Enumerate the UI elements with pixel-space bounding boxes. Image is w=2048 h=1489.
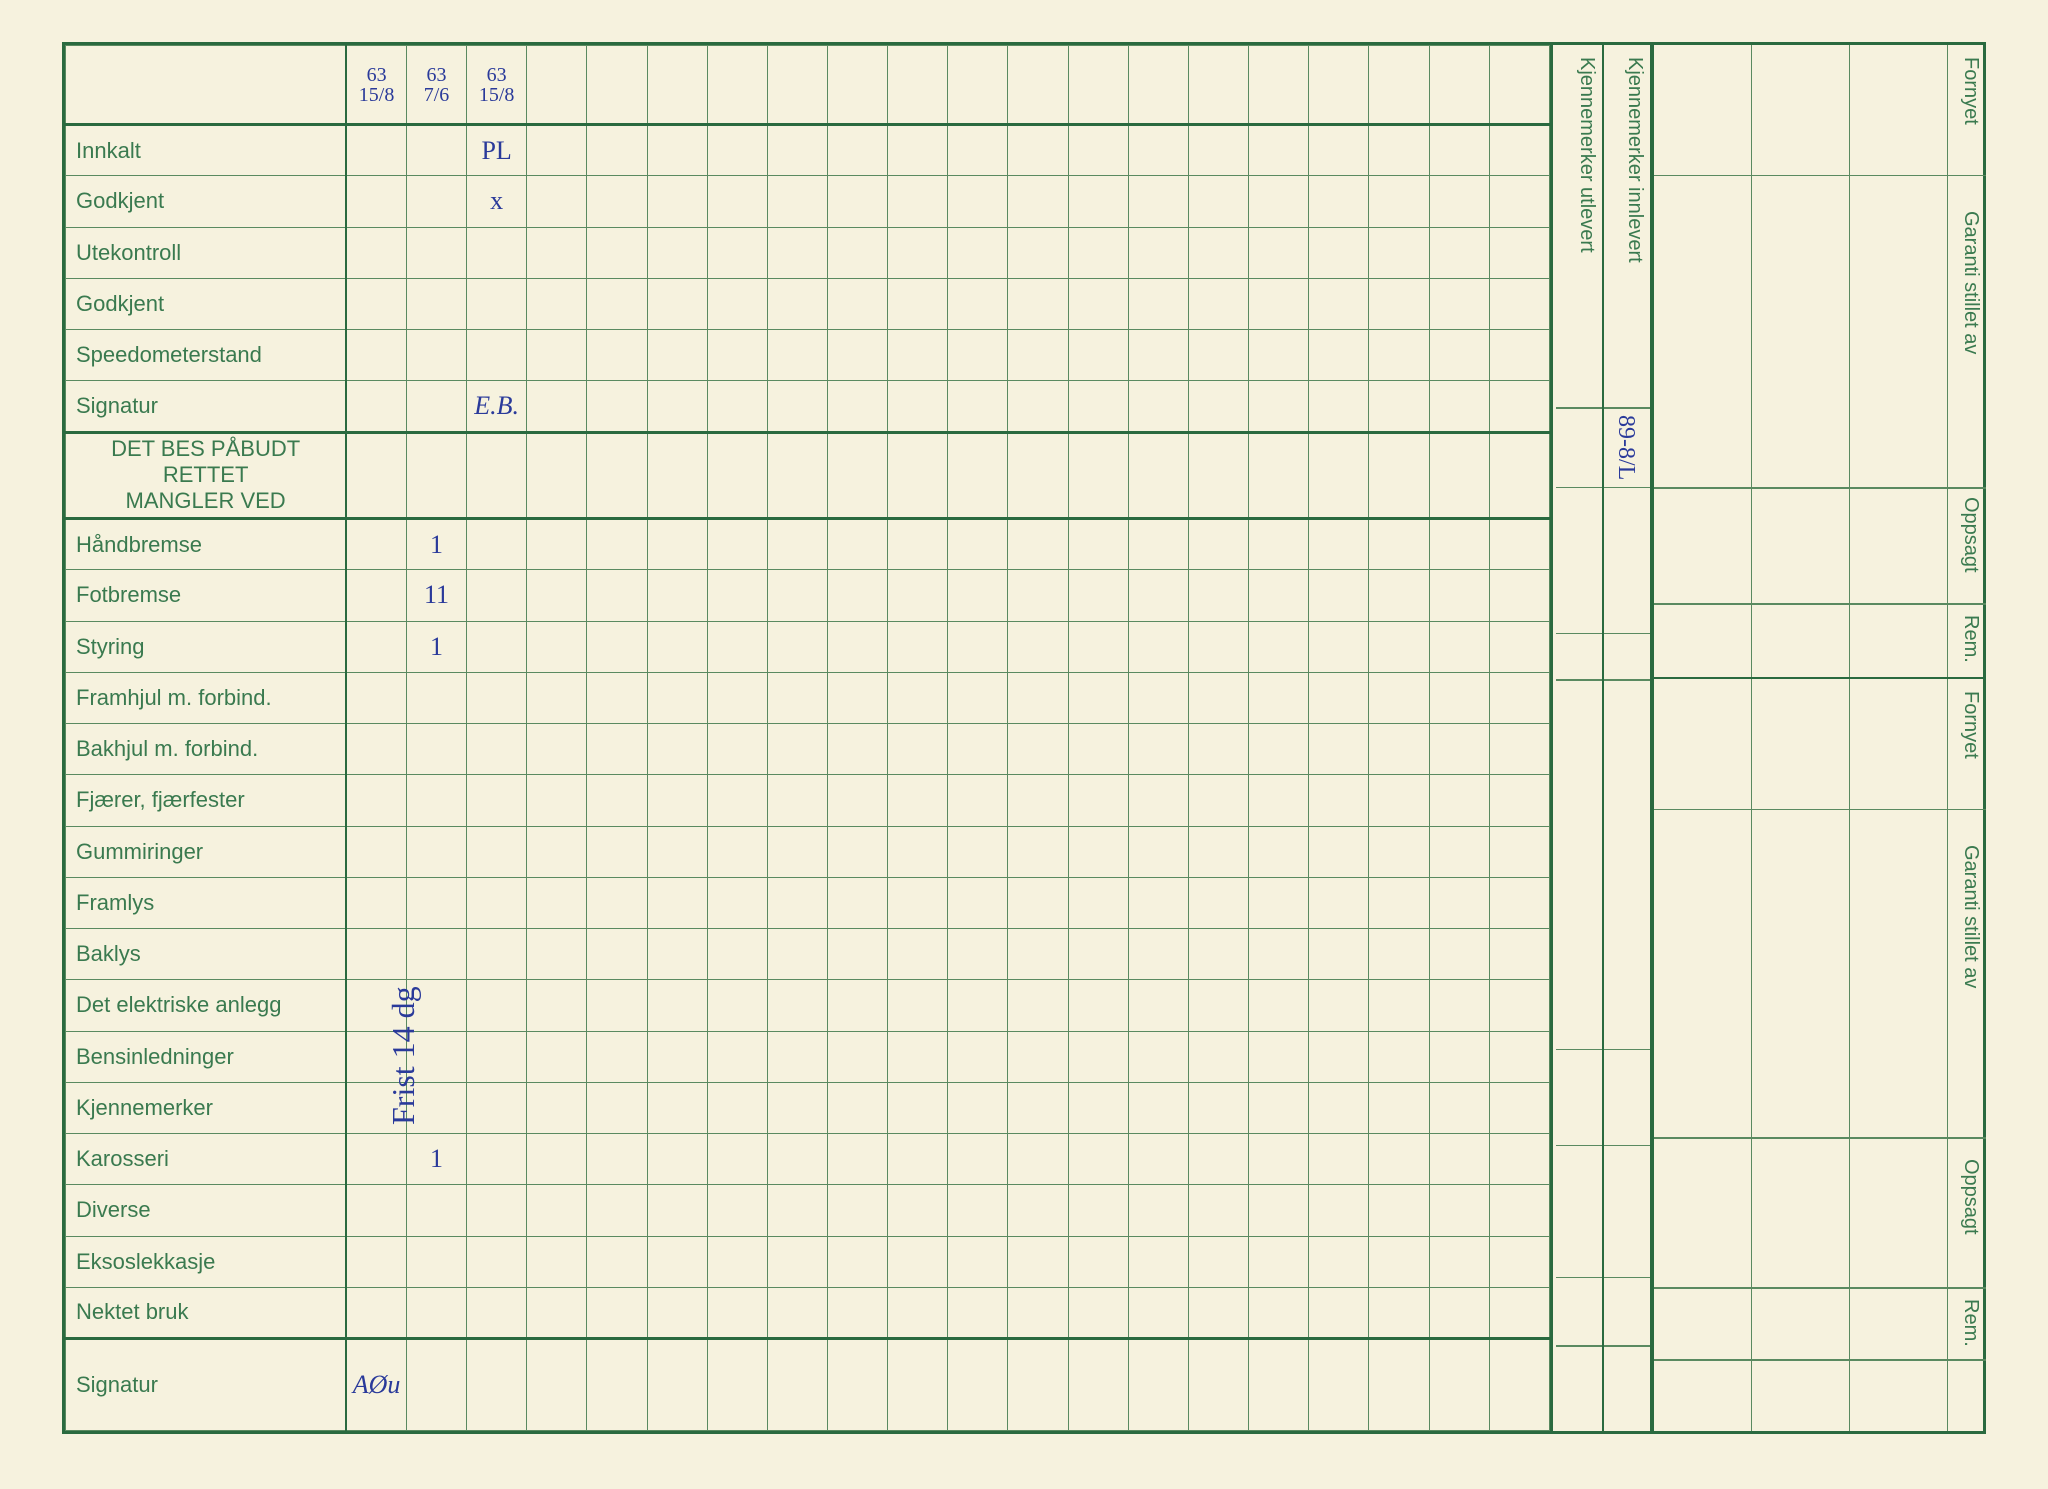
row-label: Utekontroll bbox=[66, 227, 347, 278]
km-pen-date: 89-8/L bbox=[1612, 415, 1639, 480]
row-fjaerer: Fjærer, fjærfester bbox=[66, 775, 1550, 826]
row-fotbremse: Fotbremse 11 bbox=[66, 570, 1550, 621]
row-signatur-bottom: Signatur AØu bbox=[66, 1339, 1550, 1431]
row-elektrisk: Det elektriske anlegg bbox=[66, 980, 1550, 1031]
handwritten-note: Frist 14 dg bbox=[385, 986, 422, 1125]
row-label: Signatur bbox=[66, 1339, 347, 1431]
row-godkjent: Godkjent x bbox=[66, 176, 1550, 227]
row-label: Innkalt bbox=[66, 125, 347, 176]
row-label: Signatur bbox=[66, 381, 347, 432]
row-label: Godkjent bbox=[66, 176, 347, 227]
garanti-block: Fornyet Garanti stillet av Oppsagt Rem. … bbox=[1652, 45, 1986, 1431]
row-label: Speedometerstand bbox=[66, 330, 347, 381]
row-nektet: Nektet bruk bbox=[66, 1287, 1550, 1338]
row-diverse: Diverse bbox=[66, 1185, 1550, 1236]
row-eksos: Eksoslekkasje bbox=[66, 1236, 1550, 1287]
row-label: Karosseri bbox=[66, 1134, 347, 1185]
row-bensin: Bensinledninger bbox=[66, 1031, 1550, 1082]
row-label: Diverse bbox=[66, 1185, 347, 1236]
row-label: Nektet bruk bbox=[66, 1287, 347, 1338]
row-handbremse: Håndbremse 1 bbox=[66, 519, 1550, 570]
row-label: Baklys bbox=[66, 929, 347, 980]
row-label: Kjennemerker bbox=[66, 1082, 347, 1133]
section-title: DET BES PÅBUDT RETTET MANGLER VED bbox=[66, 432, 347, 518]
date-cell: 6315/8 bbox=[346, 46, 406, 125]
row-label: Fotbremse bbox=[66, 570, 347, 621]
row-label: Bensinledninger bbox=[66, 1031, 347, 1082]
row-utekontroll: Utekontroll bbox=[66, 227, 1550, 278]
col-kjennemerker-innlevert: Kjennemerker innlevert 89-8/L bbox=[1604, 45, 1652, 1431]
date-cell: 637/6 bbox=[406, 46, 466, 125]
section-title-row: DET BES PÅBUDT RETTET MANGLER VED bbox=[66, 432, 1550, 518]
row-framlys: Framlys bbox=[66, 877, 1550, 928]
row-label: Gummiringer bbox=[66, 826, 347, 877]
vehicle-inspection-card: 6315/8 637/6 6315/8 Innkalt PL Godkjent … bbox=[62, 42, 1986, 1434]
row-signatur: Signatur E.B. bbox=[66, 381, 1550, 432]
main-inspection-grid: 6315/8 637/6 6315/8 Innkalt PL Godkjent … bbox=[65, 45, 1553, 1431]
right-panel: Kjennemerker utlevert Kjennemerker innle… bbox=[1556, 45, 1986, 1431]
row-karosseri: Karosseri 1 bbox=[66, 1134, 1550, 1185]
row-label: Fjærer, fjærfester bbox=[66, 775, 347, 826]
row-label: Det elektriske anlegg bbox=[66, 980, 347, 1031]
row-label: Framhjul m. forbind. bbox=[66, 672, 347, 723]
row-bakhjul: Bakhjul m. forbind. bbox=[66, 724, 1550, 775]
row-label: Eksoslekkasje bbox=[66, 1236, 347, 1287]
date-header-row: 6315/8 637/6 6315/8 bbox=[66, 46, 1550, 125]
col-kjennemerker-utlevert: Kjennemerker utlevert bbox=[1556, 45, 1604, 1431]
row-gummiringer: Gummiringer bbox=[66, 826, 1550, 877]
row-innkalt: Innkalt PL bbox=[66, 125, 1550, 176]
row-label: Bakhjul m. forbind. bbox=[66, 724, 347, 775]
garanti-section-bottom: Fornyet Garanti stillet av Oppsagt Rem. bbox=[1654, 679, 1986, 1431]
row-speedometer: Speedometerstand bbox=[66, 330, 1550, 381]
row-framhjul: Framhjul m. forbind. bbox=[66, 672, 1550, 723]
row-label: Styring bbox=[66, 621, 347, 672]
row-styring: Styring 1 bbox=[66, 621, 1550, 672]
row-label: Håndbremse bbox=[66, 519, 347, 570]
garanti-section-top: Fornyet Garanti stillet av Oppsagt Rem. bbox=[1654, 45, 1986, 679]
row-label: Framlys bbox=[66, 877, 347, 928]
row-label: Godkjent bbox=[66, 278, 347, 329]
row-kjennemerker: Kjennemerker bbox=[66, 1082, 1550, 1133]
row-baklys: Baklys bbox=[66, 929, 1550, 980]
date-cell: 6315/8 bbox=[467, 46, 527, 125]
row-godkjent-2: Godkjent bbox=[66, 278, 1550, 329]
